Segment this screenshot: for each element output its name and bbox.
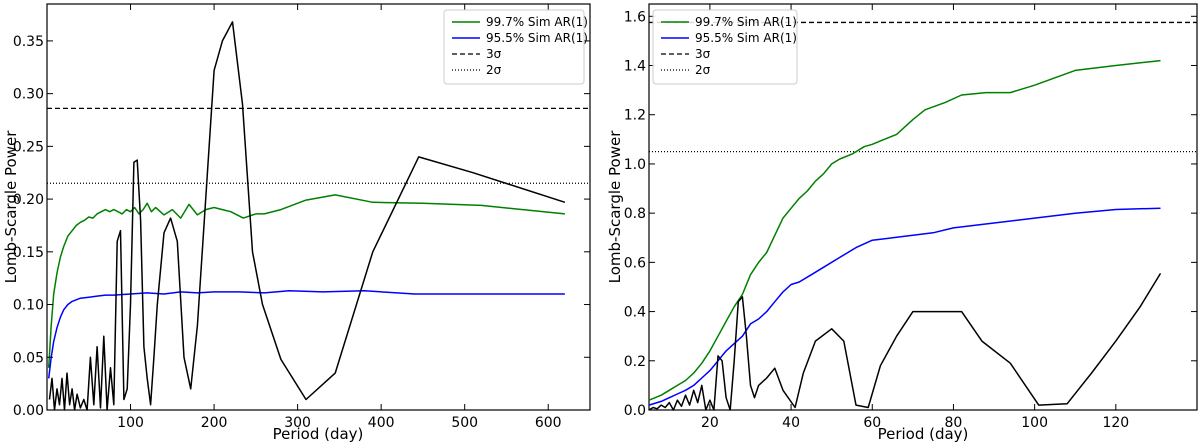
left-y-tick-label-4: 0.20: [13, 192, 44, 208]
left-series-0: [47, 194, 565, 368]
left-y-tick-label-6: 0.30: [13, 87, 44, 103]
left-y-tick-label-3: 0.15: [13, 245, 44, 261]
right-x-tick-label-4: 100: [1021, 415, 1048, 431]
right-series-0: [648, 59, 1161, 401]
left-x-tick-label-5: 600: [535, 415, 562, 431]
left-x-tick-label-3: 400: [368, 415, 395, 431]
left-y-tick-label-5: 0.25: [13, 139, 44, 155]
right-y-tick-label-3: 0.6: [624, 255, 646, 271]
left-x-tick-label-2: 300: [284, 415, 311, 431]
right-y-tick-label-2: 0.4: [624, 305, 646, 321]
left-legend-label-0: 99.7% Sim AR(1): [486, 15, 588, 29]
right-series-1: [648, 207, 1161, 406]
right-x-tick-label-3: 80: [945, 415, 963, 431]
left-legend-label-1: 95.5% Sim AR(1): [486, 31, 588, 45]
left-chart: 100 200 300 400 500 600 0.00 0.05 0.10 0.15 0.20 0.…: [2, 3, 591, 443]
right-x-tick-label-1: 40: [782, 415, 800, 431]
left-y-tick-label-7: 0.35: [13, 34, 44, 50]
right-legend-box: [652, 9, 798, 85]
right-y-tick-label-1: 0.2: [624, 354, 646, 370]
left-series-2: [48, 21, 566, 411]
right-series-2: [648, 273, 1162, 411]
right-y-tick-label-6: 1.2: [624, 108, 646, 124]
left-legend-label-2: 3σ: [486, 47, 502, 61]
left-plot-area: [46, 3, 591, 411]
right-x-tick-label-5: 120: [1102, 415, 1129, 431]
right-legend-label-2: 3σ: [695, 47, 711, 61]
left-y-tick-label-1: 0.05: [13, 350, 44, 366]
right-legend-label-3: 2σ: [695, 63, 711, 77]
left-legend: 99.7% Sim AR(1) 95.5% Sim AR(1) 3σ 2σ: [443, 9, 588, 85]
right-chart: 20 40 60 80 100 120 0.0 0.2 0.4 0.6 0.8 1.0 1.2 1.4 1.…: [606, 3, 1198, 443]
right-x-tick-label-0: 20: [701, 415, 719, 431]
left-y-axis-label: Lomb-Scargle Power: [2, 130, 20, 284]
left-x-tick-label-1: 200: [201, 415, 228, 431]
left-x-tick-label-4: 500: [451, 415, 478, 431]
left-series-1: [47, 290, 565, 379]
right-legend: 99.7% Sim AR(1) 95.5% Sim AR(1) 3σ 2σ: [652, 9, 798, 85]
left-y-tick-label-0: 0.00: [13, 403, 44, 419]
right-y-axis-label: Lomb-Scargle Power: [606, 130, 624, 284]
right-x-tick-label-2: 60: [863, 415, 881, 431]
right-legend-label-0: 99.7% Sim AR(1): [695, 15, 797, 29]
right-legend-label-1: 95.5% Sim AR(1): [695, 31, 797, 45]
right-y-tick-label-4: 0.8: [624, 206, 646, 222]
left-x-tick-label-0: 100: [117, 415, 144, 431]
left-x-axis-label: Period (day): [273, 425, 364, 443]
left-legend-box: [443, 9, 585, 85]
right-y-tick-label-5: 1.0: [624, 157, 646, 173]
right-y-tick-label-0: 0.0: [624, 403, 646, 419]
right-x-axis-label: Period (day): [878, 425, 969, 443]
left-y-tick-label-2: 0.10: [13, 298, 44, 314]
left-legend-label-3: 2σ: [486, 63, 502, 77]
right-y-tick-label-8: 1.6: [624, 9, 646, 25]
right-plot-area: [648, 3, 1198, 411]
right-y-tick-label-7: 1.4: [624, 59, 646, 75]
